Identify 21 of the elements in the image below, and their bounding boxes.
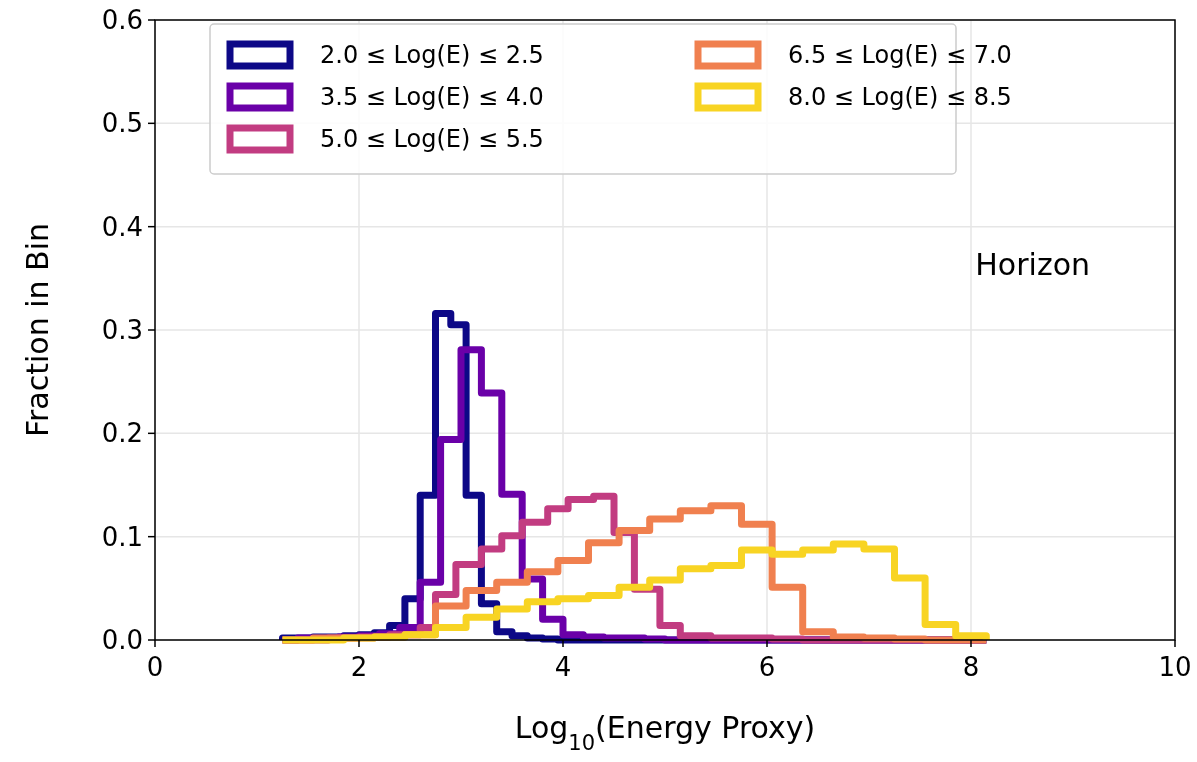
x-tick-label: 10 (1158, 652, 1192, 682)
legend-label: 6.5 ≤ Log(E) ≤ 7.0 (788, 41, 1012, 70)
y-tick-label: 0.0 (101, 625, 143, 656)
legend-label: 2.0 ≤ Log(E) ≤ 2.5 (320, 41, 544, 70)
x-tick-label: 2 (350, 652, 368, 682)
y-tick-label: 0.1 (101, 521, 143, 552)
y-tick-label: 0.5 (101, 108, 143, 139)
x-tick-label: 0 (146, 652, 164, 682)
y-tick-label: 0.4 (101, 211, 143, 242)
y-tick-label: 0.2 (101, 418, 143, 449)
x-axis-title: Log$_{10}$(Energy Proxy) (514, 710, 816, 755)
legend-label: 8.0 ≤ Log(E) ≤ 8.5 (788, 83, 1012, 112)
y-tick-label: 0.3 (101, 315, 143, 346)
legend-label: 3.5 ≤ Log(E) ≤ 4.0 (320, 83, 544, 112)
x-tick-label: 6 (758, 652, 776, 682)
legend-label: 5.0 ≤ Log(E) ≤ 5.5 (320, 125, 544, 154)
x-tick-label: 8 (962, 652, 980, 682)
x-tick-label: 4 (554, 652, 572, 682)
y-axis-title: Fraction in Bin (20, 222, 55, 438)
y-tick-label: 0.6 (101, 5, 143, 36)
annotation: Horizon (975, 247, 1090, 282)
